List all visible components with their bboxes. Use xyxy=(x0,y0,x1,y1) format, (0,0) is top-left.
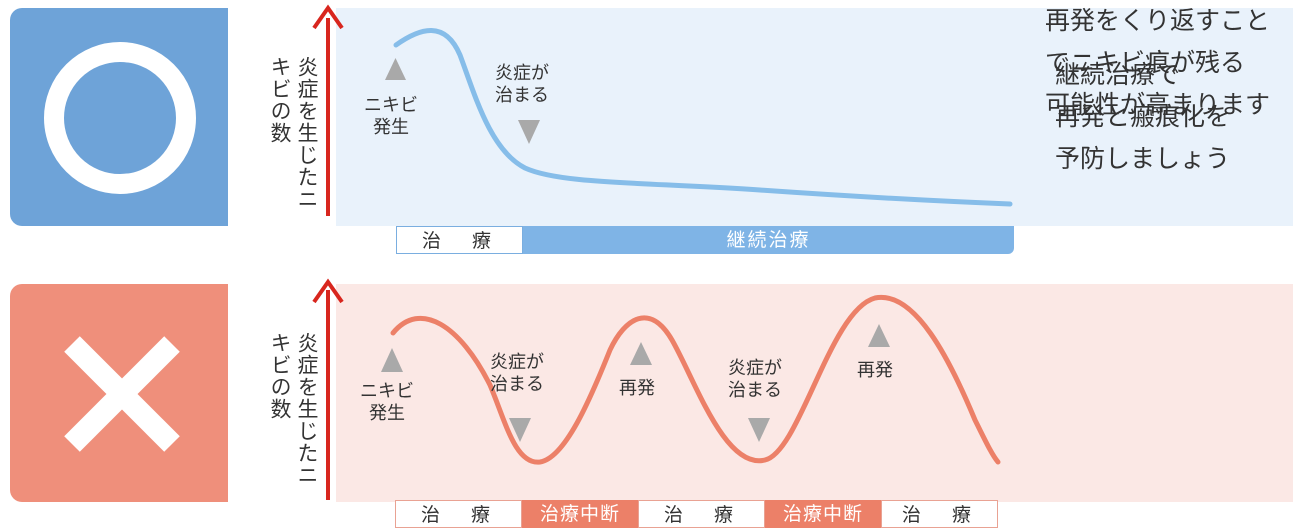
y-axis-label: 炎症を生じたニキビの数 xyxy=(268,56,319,210)
up-arrow-icon xyxy=(312,278,344,500)
y-axis-label: 炎症を生じたニキビの数 xyxy=(268,332,319,486)
subside-note: 炎症が 治まる xyxy=(728,358,782,401)
up-arrow-icon xyxy=(312,4,344,216)
relapse-up-triangle-icon xyxy=(630,342,652,365)
relapse-note: 再発 xyxy=(619,378,655,399)
message-line: 再発をくり返すこと xyxy=(1045,6,1271,35)
onset-note: ニキビ 発生 xyxy=(364,95,418,138)
interrupted-segment: 治療中断 xyxy=(765,500,881,528)
message-line: 可能性が高まります xyxy=(1045,90,1271,119)
message-line: 継続治療で xyxy=(1055,60,1181,89)
relapse-up-triangle-icon xyxy=(868,324,890,347)
treatment-segment: 治 療 xyxy=(881,500,998,528)
message-line: でニキビ痕が残る xyxy=(1045,48,1246,77)
wrong-badge xyxy=(10,284,228,502)
subside-down-triangle-icon xyxy=(518,120,540,144)
recommendation-message: 継続治療で 再発と瘢痕化を 予防しましょう xyxy=(1055,54,1230,180)
message-line: 再発と瘢痕化を xyxy=(1055,102,1231,131)
onset-up-triangle-icon xyxy=(385,58,406,80)
continued-treatment-segment: 継続治療 xyxy=(523,226,1014,254)
cross-mark-icon xyxy=(64,336,180,452)
message-line: 予防しましょう xyxy=(1055,144,1231,173)
acne-count-curve xyxy=(390,294,1001,465)
subside-down-triangle-icon xyxy=(748,418,770,442)
subside-note: 炎症が 治まる xyxy=(495,63,549,106)
onset-up-triangle-icon xyxy=(381,348,403,372)
relapse-note: 再発 xyxy=(857,360,893,381)
correct-badge xyxy=(10,8,228,226)
interrupted-segment: 治療中断 xyxy=(522,500,638,528)
good-timeline-bar: 治 療 継続治療 xyxy=(396,226,1016,256)
treatment-segment: 治 療 xyxy=(638,500,765,528)
treatment-segment: 治 療 xyxy=(395,500,522,528)
y-axis-area xyxy=(228,284,336,502)
subside-note: 炎症が 治まる xyxy=(490,352,544,395)
circle-mark-icon xyxy=(44,42,196,194)
recommended-panel: 炎症を生じたニキビの数 継続治療で 再発と瘢痕化を 予防しましょう xyxy=(10,8,1293,226)
plot-area xyxy=(336,8,1293,226)
acne-count-curve xyxy=(393,28,1013,207)
warning-message: 再発をくり返すこと でニキビ痕が残る 可能性が高まります xyxy=(1045,0,1270,126)
onset-note: ニキビ 発生 xyxy=(360,381,414,424)
subside-down-triangle-icon xyxy=(509,418,531,442)
treatment-segment: 治 療 xyxy=(396,226,523,254)
bad-timeline-bar: 治 療 治療中断 治 療 治療中断 治 療 xyxy=(395,500,1000,530)
y-axis-area xyxy=(228,8,336,226)
